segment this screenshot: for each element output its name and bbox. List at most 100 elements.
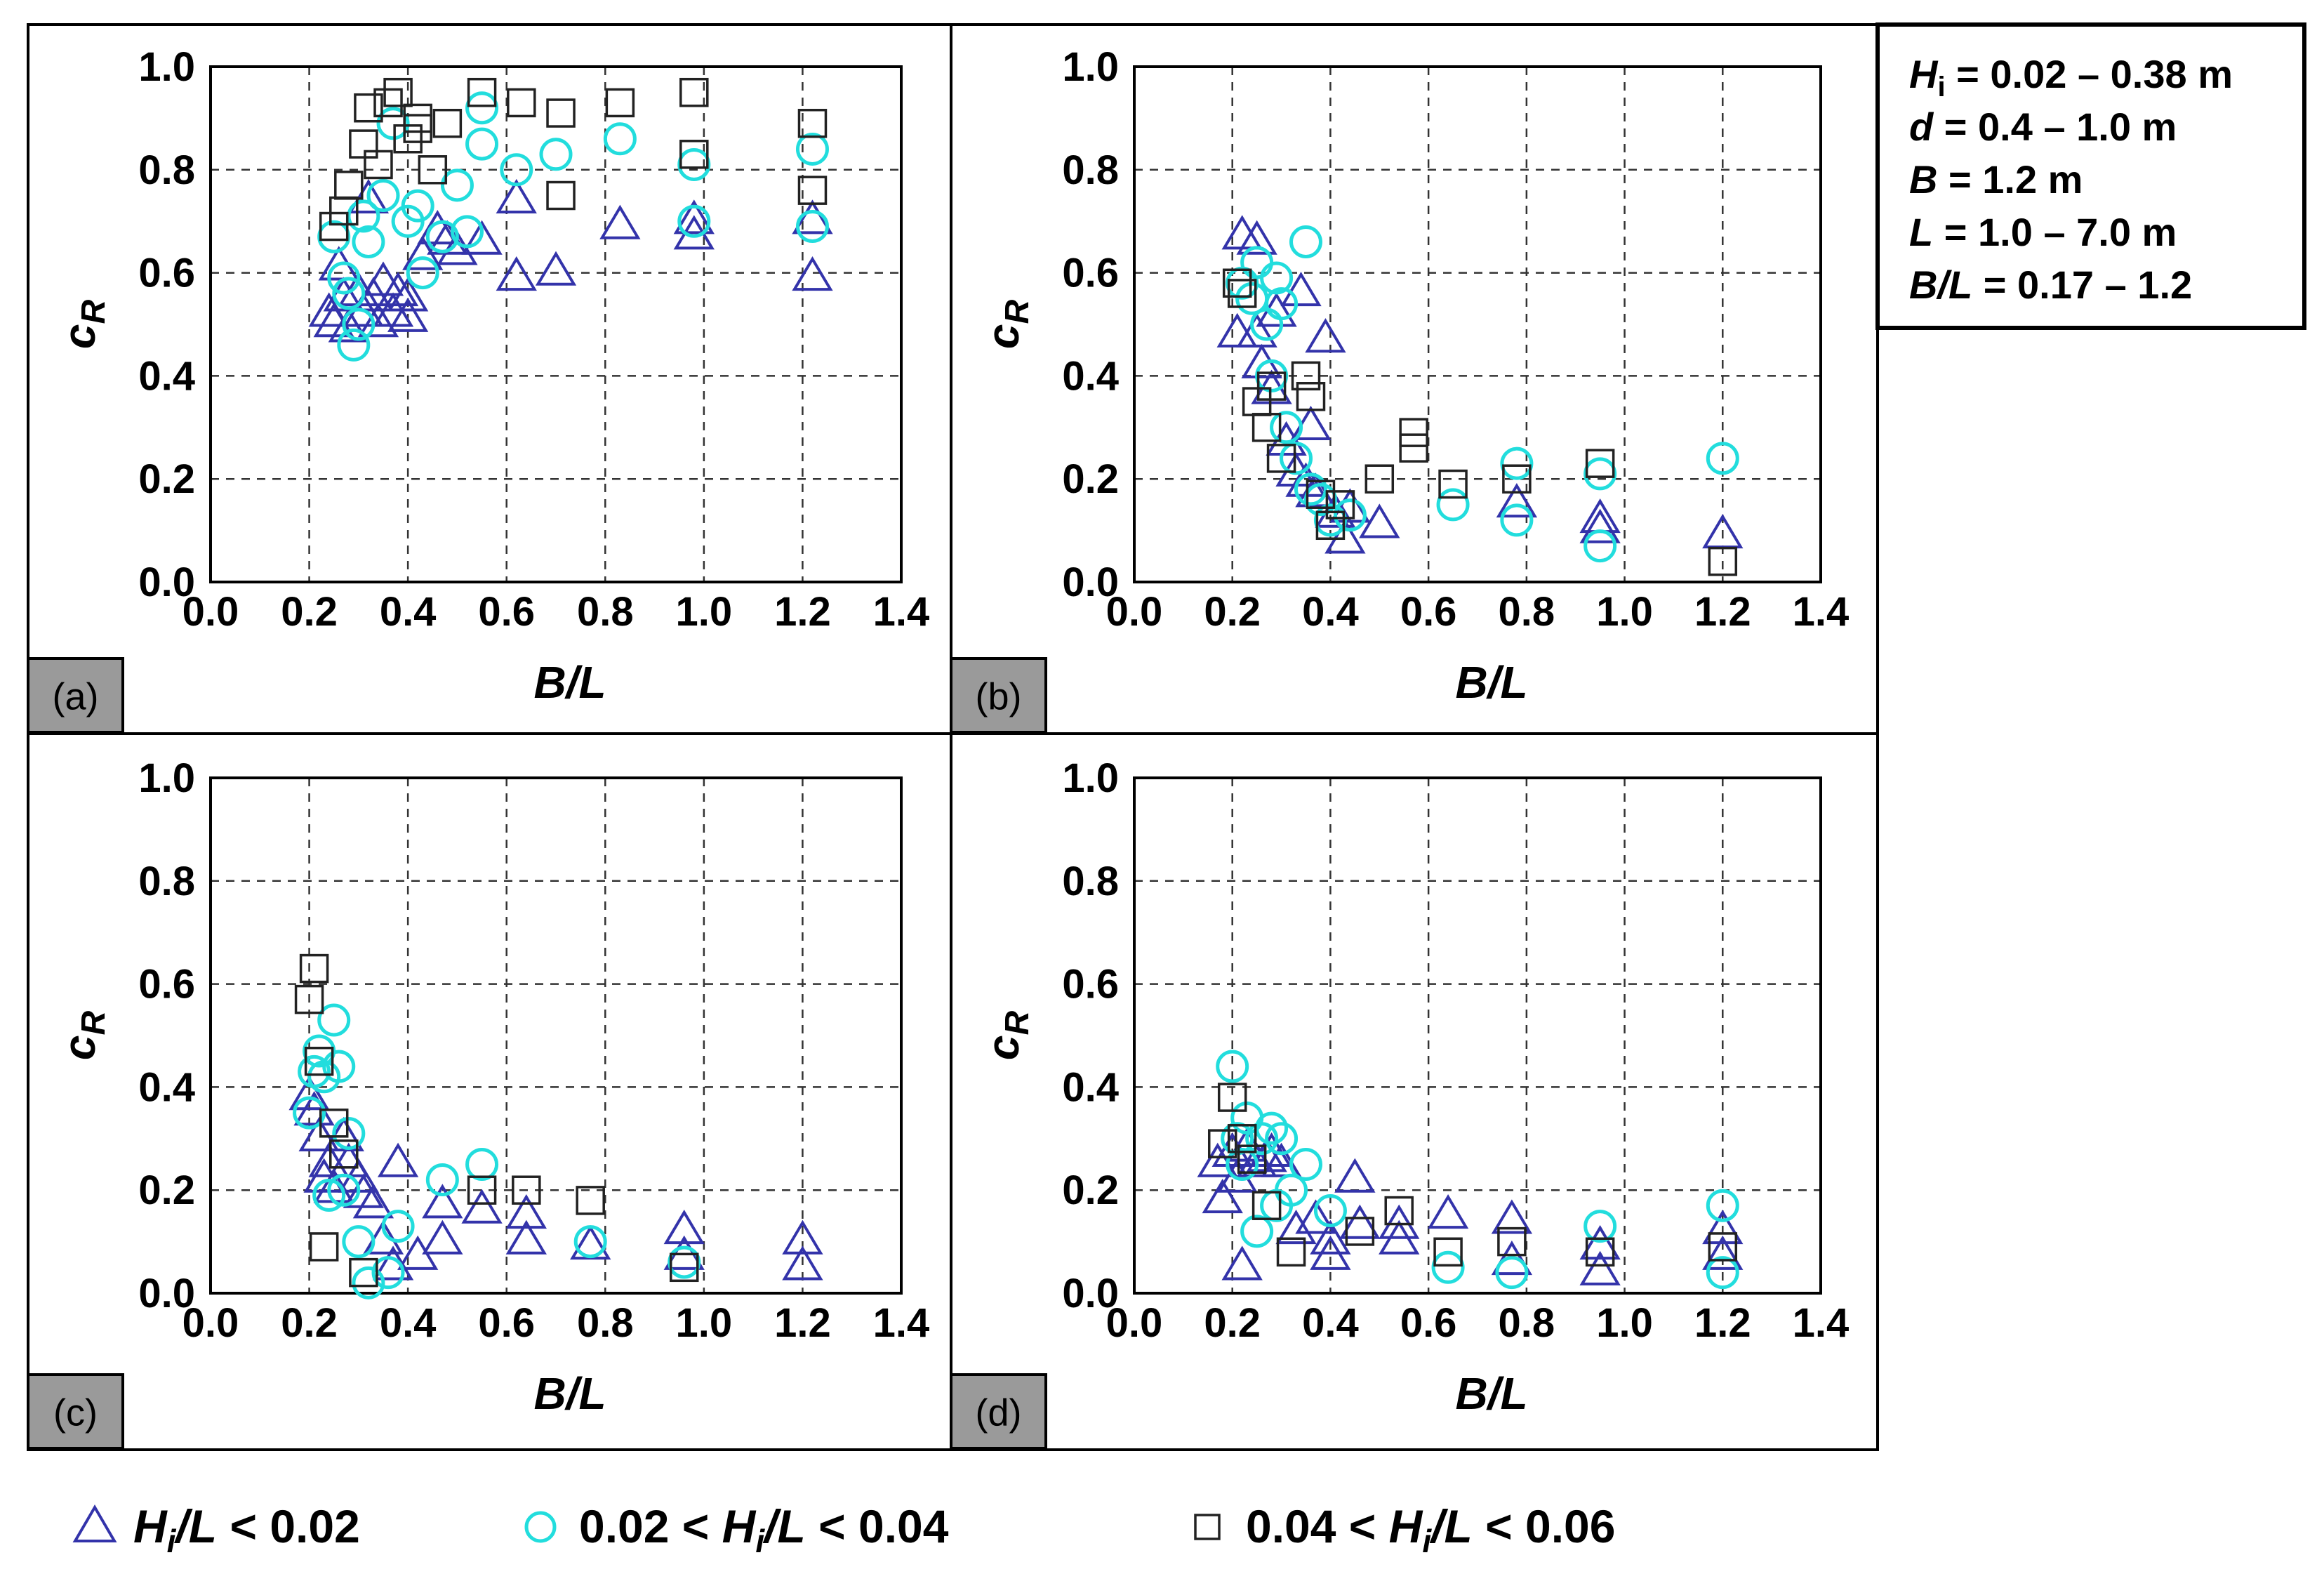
legend-item-circle: 0.02 < Hi/L < 0.04 — [524, 1500, 949, 1559]
series-circle — [1226, 225, 1739, 563]
y-tick-label: 0.6 — [1062, 251, 1119, 296]
data-point-circle — [1255, 359, 1289, 392]
legend-label-var: H — [1389, 1500, 1423, 1552]
data-point-triangle — [1221, 1245, 1263, 1281]
info-box-frame — [1875, 22, 2306, 330]
data-point-triangle — [792, 199, 833, 234]
data-point-square — [364, 150, 393, 180]
panel-tag-box — [950, 1373, 1047, 1450]
data-point-triangle — [387, 277, 429, 312]
series-circle — [317, 91, 829, 362]
y-tick-label: 0.6 — [138, 251, 195, 296]
y-axis-label-main: c — [978, 1036, 1028, 1061]
legend-label-sub: i — [167, 1523, 177, 1559]
data-point-triangle — [1236, 312, 1277, 348]
data-point-square — [432, 108, 463, 138]
data-point-circle — [1313, 503, 1347, 537]
legend-label: Hi/L < 0.02 — [133, 1500, 360, 1559]
info-var: B/L — [1909, 263, 1972, 307]
info-rest: = 0.17 – 1.2 — [1972, 263, 2192, 307]
data-point-triangle — [362, 261, 404, 296]
data-point-triangle — [308, 1142, 350, 1177]
info-var: d — [1909, 105, 1934, 149]
panel-tag-label: (c) — [53, 1392, 98, 1434]
x-tick-label: 1.2 — [1694, 589, 1751, 635]
data-point-circle — [677, 204, 711, 238]
data-point-triangle — [1491, 1241, 1533, 1276]
y-tick-label: 0.4 — [138, 1064, 195, 1110]
series-circle — [293, 1003, 701, 1299]
data-point-circle — [1431, 1250, 1465, 1284]
info-var: H — [1909, 52, 1939, 96]
x-axis-label: B/L — [1455, 1368, 1527, 1419]
data-point-square — [679, 140, 709, 169]
data-point-circle — [327, 1173, 361, 1207]
data-point-square — [1399, 418, 1428, 447]
plot-area — [1133, 65, 1822, 583]
data-point-triangle — [663, 1210, 705, 1245]
x-tick-label: 0.4 — [380, 589, 437, 635]
legend-label-post: < 0.02 — [217, 1500, 360, 1552]
data-point-circle — [342, 307, 376, 341]
data-point-circle — [337, 328, 371, 362]
data-point-circle — [406, 256, 439, 290]
data-point-circle — [677, 147, 711, 181]
data-point-square — [329, 1139, 359, 1169]
y-tick-label: 0.8 — [1062, 859, 1119, 904]
plot-area — [1133, 776, 1822, 1295]
data-point-triangle — [535, 251, 577, 286]
data-point-square — [334, 171, 364, 200]
info-rest: = 1.0 – 7.0 m — [1933, 210, 2177, 254]
data-point-triangle — [288, 1076, 330, 1111]
data-point-square — [797, 108, 828, 138]
data-point-circle — [317, 220, 351, 253]
x-tick-label: 1.2 — [1694, 1300, 1751, 1346]
data-point-triangle — [792, 256, 833, 291]
info-rest: = 0.4 – 1.0 m — [1933, 105, 2177, 149]
y-tick-label: 0.0 — [138, 560, 195, 605]
data-point-triangle — [1236, 220, 1277, 255]
y-tick-label: 0.4 — [1062, 353, 1119, 399]
info-line: L = 1.0 – 7.0 m — [1909, 210, 2177, 254]
info-line: B = 1.2 m — [1909, 157, 2083, 201]
data-point-triangle — [1702, 1235, 1744, 1270]
data-point-triangle — [352, 1184, 394, 1219]
data-point-triangle — [1305, 318, 1346, 353]
data-point-triangle — [1334, 1158, 1376, 1193]
data-point-square — [1296, 382, 1326, 411]
data-point-square — [1502, 464, 1532, 494]
data-point-square — [418, 155, 448, 185]
data-point-triangle — [298, 1116, 340, 1151]
data-point-square — [1497, 1226, 1527, 1257]
x-tick-label: 0.0 — [182, 1300, 239, 1346]
data-point-square — [1384, 1196, 1414, 1226]
series-square — [294, 953, 699, 1288]
data-point-circle — [465, 1148, 499, 1181]
y-tick-label: 0.2 — [138, 1168, 195, 1213]
data-point-triangle — [1359, 503, 1400, 538]
info-line: d = 0.4 – 1.0 m — [1909, 105, 2177, 149]
info-rest: = 1.2 m — [1937, 157, 2083, 201]
data-point-circle — [668, 1245, 701, 1279]
data-point-square — [1708, 546, 1738, 576]
data-point-triangle — [1579, 1250, 1621, 1285]
data-point-triangle — [1496, 482, 1538, 518]
data-point-circle — [381, 1210, 415, 1243]
data-point-circle — [1221, 1122, 1254, 1156]
info-line: Hi = 0.02 – 0.38 m — [1909, 52, 2233, 102]
data-point-triangle — [357, 303, 399, 338]
y-axis-label-main: c — [978, 324, 1028, 350]
legend-item-triangle: Hi/L < 0.02 — [72, 1500, 360, 1559]
info-var: B — [1909, 157, 1937, 201]
data-point-circle — [1500, 503, 1534, 537]
data-point-circle — [1270, 411, 1303, 444]
y-axis-label-main: c — [54, 1036, 105, 1061]
data-point-square — [679, 77, 709, 107]
data-point-triangle — [782, 1245, 823, 1281]
y-tick-label: 0.8 — [138, 859, 195, 904]
data-point-circle — [371, 1256, 405, 1290]
data-point-square — [393, 124, 423, 154]
data-point-circle — [1495, 1256, 1529, 1290]
legend-label-pre: 0.02 < — [579, 1500, 722, 1552]
